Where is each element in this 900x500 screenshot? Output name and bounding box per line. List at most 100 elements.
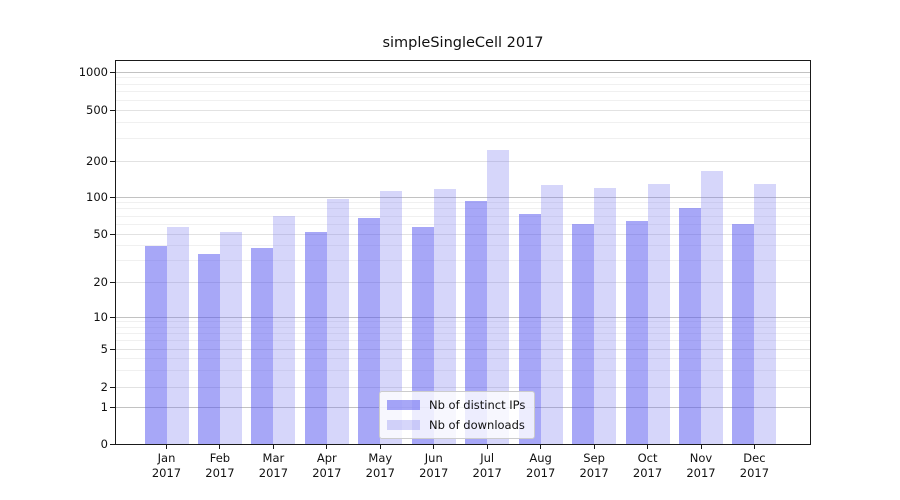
gridline-minor	[116, 357, 810, 359]
gridline	[116, 233, 810, 235]
gridline-major	[116, 316, 810, 318]
x-tick-label: Oct 2017	[632, 451, 663, 480]
y-tick-label: 5	[100, 342, 108, 356]
gridline-minor	[116, 326, 810, 328]
x-tick-mark	[166, 444, 167, 449]
bar-distinct-ips	[465, 201, 488, 444]
bar-distinct-ips	[732, 224, 755, 444]
y-tick-mark	[110, 160, 115, 162]
gridline-minor	[116, 245, 810, 247]
bar-distinct-ips	[411, 227, 434, 444]
x-tick-label: Mar 2017	[258, 451, 289, 480]
y-tick-mark	[110, 386, 115, 388]
bar-downloads	[326, 198, 349, 444]
gridline-minor	[116, 202, 810, 204]
x-tick-label: Jun 2017	[419, 451, 449, 480]
bar-distinct-ips	[197, 254, 220, 444]
bar-distinct-ips	[625, 220, 648, 444]
x-tick-mark	[433, 444, 435, 449]
x-tick-mark	[272, 444, 274, 449]
bar-downloads	[380, 191, 403, 444]
bar-downloads	[219, 231, 242, 444]
bar-downloads	[487, 149, 510, 444]
x-tick-mark	[593, 444, 595, 449]
y-tick-label: 20	[93, 275, 108, 289]
y-tick-label: 100	[86, 190, 108, 204]
x-tick-mark	[379, 444, 381, 449]
gridline-minor	[116, 99, 810, 101]
y-tick-mark	[110, 71, 115, 73]
gridline	[116, 160, 810, 162]
bar-downloads	[273, 216, 296, 444]
gridline-minor	[116, 340, 810, 342]
y-tick-label: 200	[86, 154, 108, 168]
legend-item-downloads: Nb of downloads	[387, 418, 525, 432]
x-tick-mark	[540, 444, 542, 449]
y-tick-label: 50	[93, 227, 108, 241]
y-tick-mark	[110, 196, 115, 198]
bar-downloads	[594, 188, 617, 444]
x-tick-mark	[219, 444, 221, 449]
plot-area: Nb of distinct IPs Nb of downloads	[115, 60, 811, 445]
gridline	[116, 281, 810, 283]
x-tick-label: Apr 2017	[312, 451, 342, 480]
gridline-minor	[116, 83, 810, 85]
y-tick-mark	[110, 348, 115, 350]
gridline-minor	[116, 121, 810, 123]
x-tick-label: Jul 2017	[472, 451, 502, 480]
bar-distinct-ips	[518, 213, 541, 444]
legend: Nb of distinct IPs Nb of downloads	[379, 391, 536, 439]
legend-label: Nb of downloads	[429, 418, 525, 432]
y-tick-label: 1000	[78, 65, 108, 79]
bar-downloads	[433, 189, 456, 444]
bar-downloads	[540, 184, 563, 444]
gridline-major	[116, 196, 810, 198]
y-tick-label: 0	[100, 437, 108, 451]
x-tick-mark	[326, 444, 328, 449]
bar-distinct-ips	[679, 207, 701, 444]
legend-swatch-distinct-ips	[387, 400, 420, 410]
x-tick-mark	[486, 444, 488, 449]
y-tick-mark	[110, 406, 115, 408]
gridline	[116, 109, 810, 111]
bar-distinct-ips	[144, 245, 167, 444]
gridline-minor	[116, 260, 810, 262]
bar-distinct-ips	[251, 248, 274, 444]
legend-label: Nb of distinct IPs	[429, 398, 526, 412]
bar-downloads	[754, 184, 777, 444]
gridline	[116, 348, 810, 350]
x-tick-mark	[700, 444, 702, 449]
bar-distinct-ips	[304, 231, 327, 444]
legend-item-distinct-ips: Nb of distinct IPs	[387, 398, 525, 412]
bar-downloads	[647, 184, 670, 444]
y-tick-mark	[110, 233, 115, 235]
y-tick-label: 2	[100, 380, 108, 394]
legend-swatch-downloads	[387, 420, 420, 430]
gridline	[116, 386, 810, 388]
bar-distinct-ips	[572, 224, 595, 444]
bar-distinct-ips	[358, 217, 381, 444]
x-tick-label: Jan 2017	[151, 451, 182, 480]
gridline-minor	[116, 208, 810, 210]
y-tick-mark	[110, 316, 115, 318]
x-tick-mark	[647, 444, 649, 449]
gridline-minor	[116, 321, 810, 323]
chart-title: simpleSingleCell 2017	[382, 35, 544, 51]
gridline-minor	[116, 215, 810, 217]
y-tick-label: 1	[100, 400, 108, 414]
x-tick-label: Dec 2017	[739, 451, 770, 480]
x-tick-label: May 2017	[365, 451, 395, 480]
x-tick-mark	[753, 444, 755, 449]
x-tick-label: Aug 2017	[526, 451, 556, 480]
y-tick-label: 10	[93, 310, 108, 324]
gridline-minor	[116, 137, 810, 139]
gridline-minor	[116, 332, 810, 334]
y-tick-mark	[110, 281, 115, 283]
x-tick-label: Sep 2017	[579, 451, 609, 480]
y-tick-mark	[110, 443, 115, 445]
bar-downloads	[701, 171, 723, 444]
bar-downloads	[166, 227, 189, 444]
x-tick-label: Feb 2017	[205, 451, 235, 480]
y-tick-mark	[110, 109, 115, 111]
